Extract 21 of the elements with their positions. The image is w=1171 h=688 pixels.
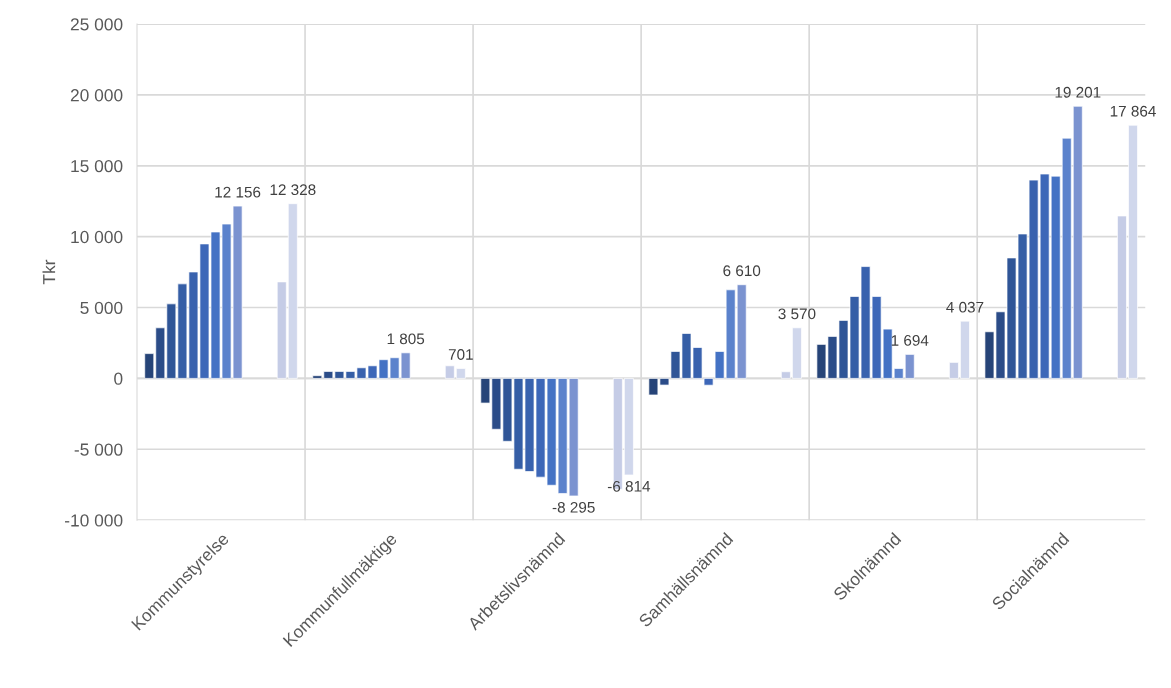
data-label: -6 814 xyxy=(607,480,651,492)
data-label: 6 610 xyxy=(723,265,761,277)
data-label: 3 570 xyxy=(778,308,816,320)
data-label: 17 864 xyxy=(1110,105,1156,117)
data-label: 701 xyxy=(448,349,473,360)
y-tick-label: 5 000 xyxy=(80,301,123,314)
y-tick-label: 15 000 xyxy=(71,159,123,173)
y-tick-label: 20 000 xyxy=(70,89,123,102)
data-label: 19 201 xyxy=(1055,86,1101,98)
data-label: 1 694 xyxy=(891,335,929,346)
y-tick-label: 0 xyxy=(114,372,123,385)
y-tick-label: 10 000 xyxy=(71,230,123,244)
y-tick-label: -5 000 xyxy=(74,443,123,456)
data-label: 12 156 xyxy=(215,186,261,198)
data-label: 4 037 xyxy=(946,301,984,313)
data-label: -8 295 xyxy=(552,501,595,513)
y-tick-label: -10 000 xyxy=(65,514,123,527)
data-label: 1 805 xyxy=(387,333,425,345)
y-tick-label: 25 000 xyxy=(70,18,123,31)
data-label: 12 328 xyxy=(270,184,316,196)
y-axis-title: Tkr xyxy=(42,259,56,285)
